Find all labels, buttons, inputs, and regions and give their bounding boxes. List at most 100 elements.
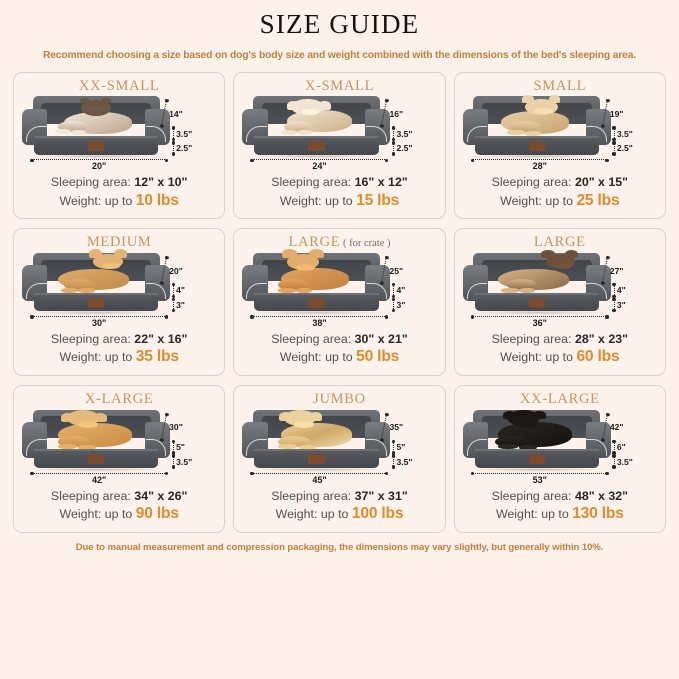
- size-card-small[interactable]: SMALL: [453, 71, 666, 220]
- dimension-height-back-label: 35": [389, 422, 404, 433]
- bed-left-piping: [25, 126, 47, 143]
- weight-value: 90 lbs: [135, 504, 179, 522]
- size-card-xx-large[interactable]: XX-LARGE: [453, 384, 666, 533]
- sleeping-area-value: 28" x 23": [574, 331, 629, 346]
- size-card-medium[interactable]: MEDIUM: [13, 228, 226, 376]
- dimension-width: 53": [470, 471, 609, 485]
- size-card-jumbo[interactable]: JUMBO: [233, 384, 446, 533]
- pet-chest: [57, 121, 88, 133]
- size-card-large[interactable]: LARGE: [453, 228, 666, 376]
- dimension-height-back-label: 19": [609, 108, 624, 119]
- pet-chest: [510, 121, 540, 133]
- size-card-large-crate[interactable]: LARGE ( for crate ): [233, 228, 446, 376]
- pet-muzzle: [78, 420, 98, 428]
- dimension-height-base-label: 3.5": [616, 456, 633, 467]
- dimension-height-back-label: 42": [609, 422, 624, 433]
- dimension-width-label: 53": [532, 474, 547, 485]
- pet-muzzle: [517, 420, 537, 428]
- dimension-width-label: 45": [312, 474, 327, 485]
- pet-chest: [63, 279, 94, 291]
- dimension-height-back-label: 25": [389, 265, 404, 276]
- pet-muzzle: [533, 107, 554, 115]
- dimension-height-mid: 3.5": [391, 126, 413, 142]
- brand-logo-patch: [88, 454, 105, 465]
- weight-qualifier: up to: [104, 506, 133, 521]
- pet-dog-shih-tzu: [242, 96, 390, 158]
- dog-bed-graphic: [242, 96, 391, 159]
- weight-value: 100 lbs: [351, 504, 404, 522]
- dimension-height-base-label: 3.5": [396, 456, 413, 467]
- weight-qualifier: up to: [325, 193, 353, 208]
- brand-logo-patch: [88, 297, 105, 308]
- bed-shadow: [468, 311, 605, 315]
- sleeping-area-value: 12" x 10": [134, 175, 188, 190]
- pet-left-ear: [502, 410, 517, 419]
- size-card-title: X-LARGE: [85, 391, 154, 408]
- dimension-width: 20": [30, 158, 169, 171]
- sleeping-area-line: Sleeping area: 12" x 10": [51, 174, 187, 190]
- pet-dog-french-bulldog: [463, 95, 611, 158]
- dog-bed-graphic: [242, 249, 391, 315]
- pet-left-paw: [507, 129, 525, 135]
- size-card-specs: Sleeping area: 34" x 26" Weight: up to 9…: [51, 488, 187, 525]
- dimension-height-mid-label: 6": [616, 442, 626, 453]
- sleeping-area-prefix: Sleeping area:: [271, 488, 352, 503]
- dimension-height-back-label: 16": [389, 108, 404, 119]
- size-card-specs: Sleeping area: 30" x 21" Weight: up to 5…: [271, 331, 407, 368]
- size-card-xx-small[interactable]: XX-SMALL: [13, 71, 226, 220]
- dimension-width-label: 24": [312, 161, 327, 172]
- pet-muzzle: [102, 262, 120, 270]
- sleeping-area-prefix: Sleeping area:: [50, 175, 131, 190]
- dimension-height-back: 20": [160, 255, 183, 286]
- dimension-height-mid-label: 3.5": [396, 128, 413, 139]
- pet-right-ear: [113, 249, 128, 258]
- pet-right-paw: [524, 131, 542, 137]
- pet-right-paw: [78, 288, 95, 294]
- sleeping-area-prefix: Sleeping area:: [491, 331, 572, 346]
- weight-qualifier: up to: [545, 350, 573, 365]
- weight-prefix: Weight:: [279, 350, 322, 365]
- weight-prefix: Weight:: [59, 350, 102, 365]
- dimension-height-back: 14": [160, 99, 183, 129]
- dimension-height-mid-label: 4": [616, 285, 626, 296]
- pet-right-paw: [297, 130, 313, 136]
- size-card-title: JUMBO: [313, 391, 366, 408]
- size-name: LARGE: [288, 234, 341, 251]
- page-title: SIZE GUIDE: [259, 9, 420, 39]
- bed-left-piping: [25, 282, 47, 299]
- bed-illustration: 14" 3.5" 2.5": [20, 96, 218, 159]
- dimension-height-mid: 6": [612, 439, 626, 455]
- dimension-height-base-label: 3": [616, 300, 626, 311]
- pet-left-paw: [54, 128, 71, 134]
- dimension-height-base: 2.5": [391, 141, 413, 156]
- size-card-specs: Sleeping area: 37" x 31" Weight: up to 1…: [271, 488, 407, 525]
- size-card-grid: XX-SMALL: [13, 71, 666, 533]
- dimension-height-back-label: 20": [169, 265, 183, 276]
- size-card-x-large[interactable]: X-LARGE: [13, 384, 226, 533]
- pet-right-paw: [298, 444, 317, 450]
- pet-left-ear: [88, 249, 103, 258]
- pet-muzzle: [554, 262, 573, 270]
- dog-bed-graphic: [22, 96, 171, 159]
- size-card-x-small[interactable]: X-SMALL: [233, 71, 446, 220]
- size-card-title: X-SMALL: [305, 78, 374, 95]
- sleeping-area-line: Sleeping area: 20" x 15": [492, 174, 628, 190]
- pet-dog-corgi: [22, 249, 170, 315]
- pet-dog-australian-shepherd: [463, 249, 611, 315]
- pet-left-ear: [286, 101, 301, 110]
- sleeping-area-prefix: Sleeping area:: [491, 175, 572, 190]
- weight-value: 10 lbs: [135, 191, 179, 209]
- sleeping-area-line: Sleeping area: 22" x 16": [51, 331, 187, 347]
- dimension-height-base-label: 2.5": [176, 143, 193, 154]
- weight-prefix: Weight:: [59, 506, 102, 521]
- brand-logo-patch: [528, 141, 545, 151]
- weight-value: 130 lbs: [572, 504, 624, 522]
- dimension-height-mid: 5": [171, 439, 185, 455]
- bed-illustration: 35" 5" 3.5": [240, 409, 438, 472]
- pet-right-paw: [78, 444, 97, 450]
- sleeping-area-line: Sleeping area: 28" x 23": [492, 331, 628, 347]
- dimension-height-back: 16": [380, 99, 404, 129]
- pet-right-ear: [100, 97, 111, 104]
- pet-dog-rottweiler: [463, 409, 611, 472]
- size-card-specs: Sleeping area: 28" x 23" Weight: up to 6…: [492, 331, 628, 368]
